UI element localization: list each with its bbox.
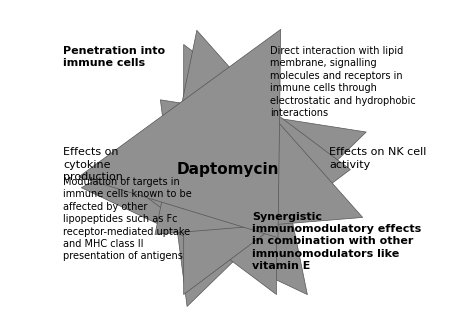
Text: Direct interaction with lipid
membrane, signalling
molecules and receptors in
im: Direct interaction with lipid membrane, … xyxy=(271,46,416,118)
Text: ?: ? xyxy=(179,199,186,212)
Text: ?: ? xyxy=(150,147,156,160)
Text: Penetration into
immune cells: Penetration into immune cells xyxy=(63,46,165,68)
Text: Daptomycin: Daptomycin xyxy=(177,162,280,177)
Text: Modulation of targets in
immune cells known to be
affected by other
lipopeptides: Modulation of targets in immune cells kn… xyxy=(63,177,191,261)
Text: Synergistic
immunomodulatory effects
in combination with other
immunomodulators : Synergistic immunomodulatory effects in … xyxy=(252,212,421,271)
Text: ?: ? xyxy=(241,112,248,125)
Text: ?: ? xyxy=(179,115,186,128)
Text: Effects on NK cell
activity: Effects on NK cell activity xyxy=(329,147,427,170)
Text: Effects on
cytokine
production: Effects on cytokine production xyxy=(63,147,123,182)
Text: ?: ? xyxy=(284,147,290,160)
